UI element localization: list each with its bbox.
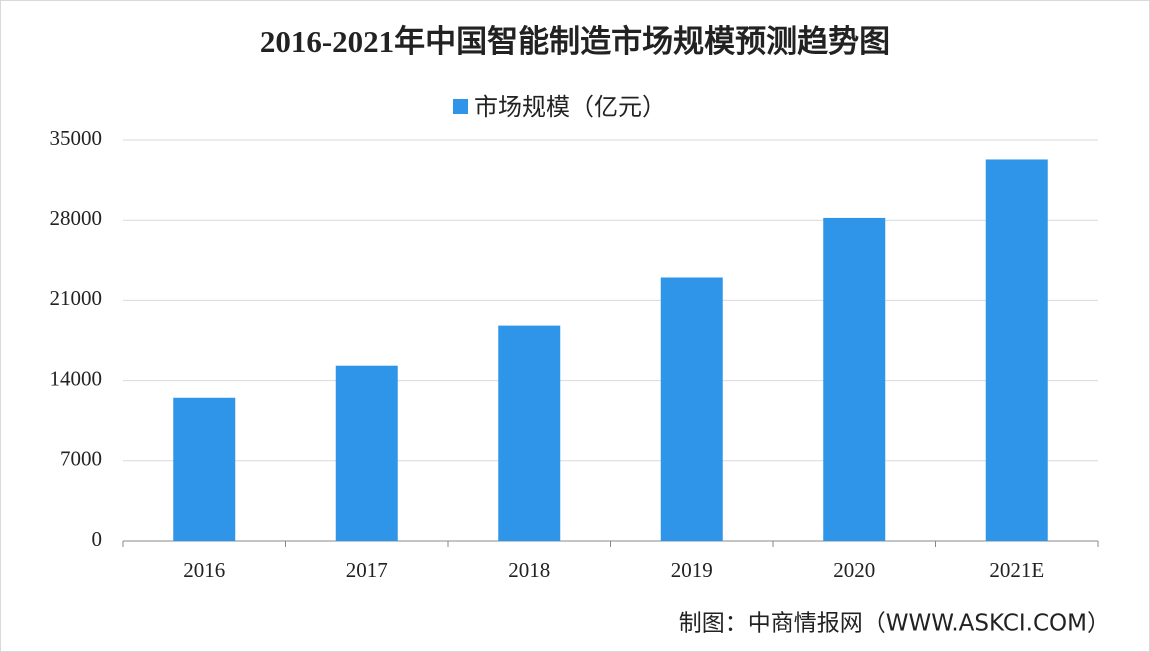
x-tick-label: 2019 [671,558,713,582]
bar [823,217,886,541]
bar [335,365,398,541]
x-tick-label: 2017 [346,558,388,582]
y-tick-label: 35000 [50,126,103,150]
bar [173,397,236,541]
bar [498,325,561,541]
legend-label: 市场规模（亿元） [474,93,666,121]
y-tick-label: 21000 [50,286,103,310]
source: 制图：中商情报网（WWW.ASKCI.COM） [679,611,1110,637]
x-tick-label: 2020 [833,558,875,582]
bar [660,277,723,541]
y-tick-label: 7000 [60,447,102,471]
bar [985,159,1048,541]
x-tick-label: 2018 [508,558,550,582]
chart-title: 2016-2021年中国智能制造市场规模预测趋势图 [260,24,890,59]
y-tick-label: 28000 [50,206,103,230]
x-tick-label: 2021E [989,558,1044,582]
legend-swatch [453,99,468,114]
y-tick-label: 0 [92,527,103,551]
x-tick-label: 2016 [183,558,225,582]
y-tick-label: 14000 [50,366,103,390]
